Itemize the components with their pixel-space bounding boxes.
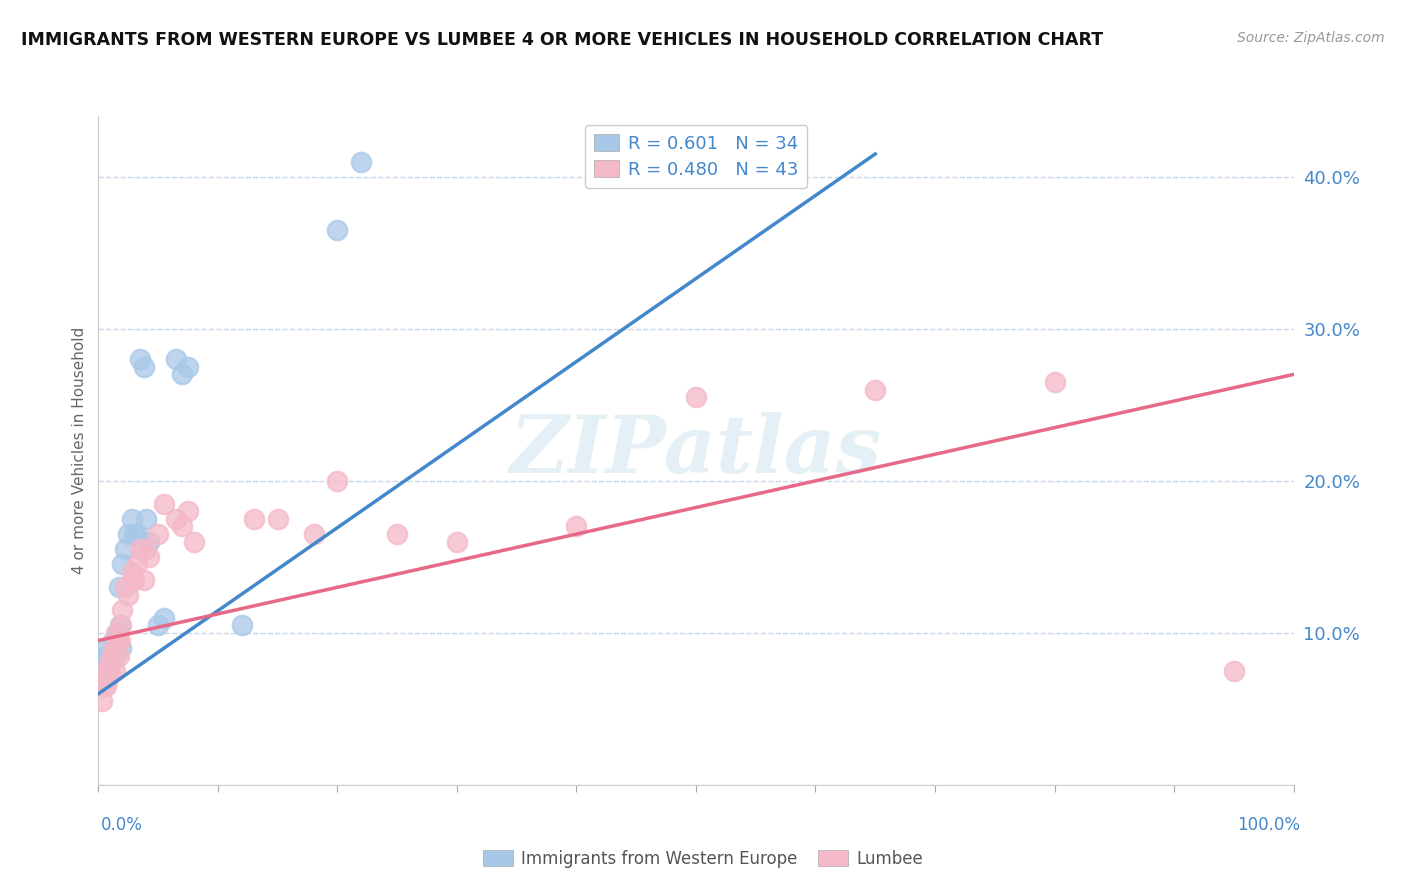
Point bbox=[105, 633, 128, 648]
Point bbox=[91, 694, 114, 708]
Point bbox=[565, 519, 588, 533]
Point bbox=[108, 633, 131, 648]
Point bbox=[114, 580, 136, 594]
Point bbox=[103, 648, 125, 663]
Point bbox=[385, 527, 409, 541]
Point bbox=[91, 664, 114, 678]
Point bbox=[243, 512, 266, 526]
Point bbox=[172, 368, 194, 382]
Point bbox=[121, 512, 143, 526]
Point bbox=[101, 641, 124, 656]
Point bbox=[98, 664, 122, 678]
Point bbox=[350, 154, 373, 169]
Point bbox=[165, 352, 187, 367]
Y-axis label: 4 or more Vehicles in Household: 4 or more Vehicles in Household bbox=[72, 326, 87, 574]
Point bbox=[125, 527, 148, 541]
Point bbox=[153, 611, 176, 625]
Legend: R = 0.601   N = 34, R = 0.480   N = 43: R = 0.601 N = 34, R = 0.480 N = 43 bbox=[585, 125, 807, 188]
Point bbox=[96, 664, 118, 678]
Point bbox=[107, 648, 129, 663]
Point bbox=[98, 657, 121, 671]
Point bbox=[124, 527, 146, 541]
Point bbox=[97, 672, 120, 686]
Text: IMMIGRANTS FROM WESTERN EUROPE VS LUMBEE 4 OR MORE VEHICLES IN HOUSEHOLD CORRELA: IMMIGRANTS FROM WESTERN EUROPE VS LUMBEE… bbox=[21, 31, 1104, 49]
Point bbox=[863, 383, 886, 397]
Point bbox=[91, 657, 114, 671]
Point bbox=[117, 527, 139, 541]
Text: Source: ZipAtlas.com: Source: ZipAtlas.com bbox=[1237, 31, 1385, 45]
Point bbox=[108, 618, 131, 632]
Point bbox=[177, 359, 200, 374]
Point bbox=[93, 679, 115, 693]
Point bbox=[231, 618, 253, 632]
Point bbox=[132, 359, 155, 374]
Point bbox=[98, 648, 121, 663]
Point bbox=[135, 542, 157, 557]
Point bbox=[326, 474, 349, 488]
Point bbox=[121, 565, 143, 579]
Point bbox=[1043, 375, 1066, 389]
Point bbox=[446, 534, 468, 549]
Point bbox=[138, 534, 160, 549]
Point bbox=[326, 223, 349, 237]
Point bbox=[177, 504, 200, 518]
Point bbox=[117, 588, 139, 602]
Text: 0.0%: 0.0% bbox=[101, 816, 143, 834]
Point bbox=[129, 542, 152, 557]
Point bbox=[129, 352, 152, 367]
Point bbox=[101, 633, 124, 648]
Point bbox=[104, 648, 127, 663]
Point bbox=[267, 512, 290, 526]
Point bbox=[100, 648, 122, 663]
Point bbox=[93, 672, 115, 686]
Point bbox=[132, 573, 155, 587]
Point bbox=[110, 618, 132, 632]
Point bbox=[302, 527, 325, 541]
Point bbox=[138, 549, 160, 564]
Point bbox=[1222, 664, 1246, 678]
Point bbox=[111, 603, 134, 617]
Point bbox=[148, 527, 170, 541]
Point bbox=[94, 679, 117, 693]
Point bbox=[105, 626, 128, 640]
Legend: Immigrants from Western Europe, Lumbee: Immigrants from Western Europe, Lumbee bbox=[477, 844, 929, 875]
Point bbox=[111, 558, 134, 572]
Point bbox=[103, 641, 125, 656]
Point bbox=[125, 558, 148, 572]
Point bbox=[97, 664, 120, 678]
Point bbox=[104, 664, 127, 678]
Point bbox=[107, 580, 129, 594]
Point bbox=[107, 626, 129, 640]
Text: 100.0%: 100.0% bbox=[1237, 816, 1301, 834]
Point bbox=[114, 542, 136, 557]
Point bbox=[685, 390, 707, 404]
Point bbox=[148, 618, 170, 632]
Point bbox=[96, 641, 118, 656]
Point bbox=[110, 641, 132, 656]
Point bbox=[183, 534, 205, 549]
Point bbox=[107, 633, 129, 648]
Text: ZIPatlas: ZIPatlas bbox=[510, 412, 882, 489]
Point bbox=[135, 512, 157, 526]
Point bbox=[165, 512, 187, 526]
Point bbox=[124, 573, 146, 587]
Point bbox=[98, 657, 122, 671]
Point bbox=[153, 497, 176, 511]
Point bbox=[172, 519, 194, 533]
Point bbox=[94, 648, 117, 663]
